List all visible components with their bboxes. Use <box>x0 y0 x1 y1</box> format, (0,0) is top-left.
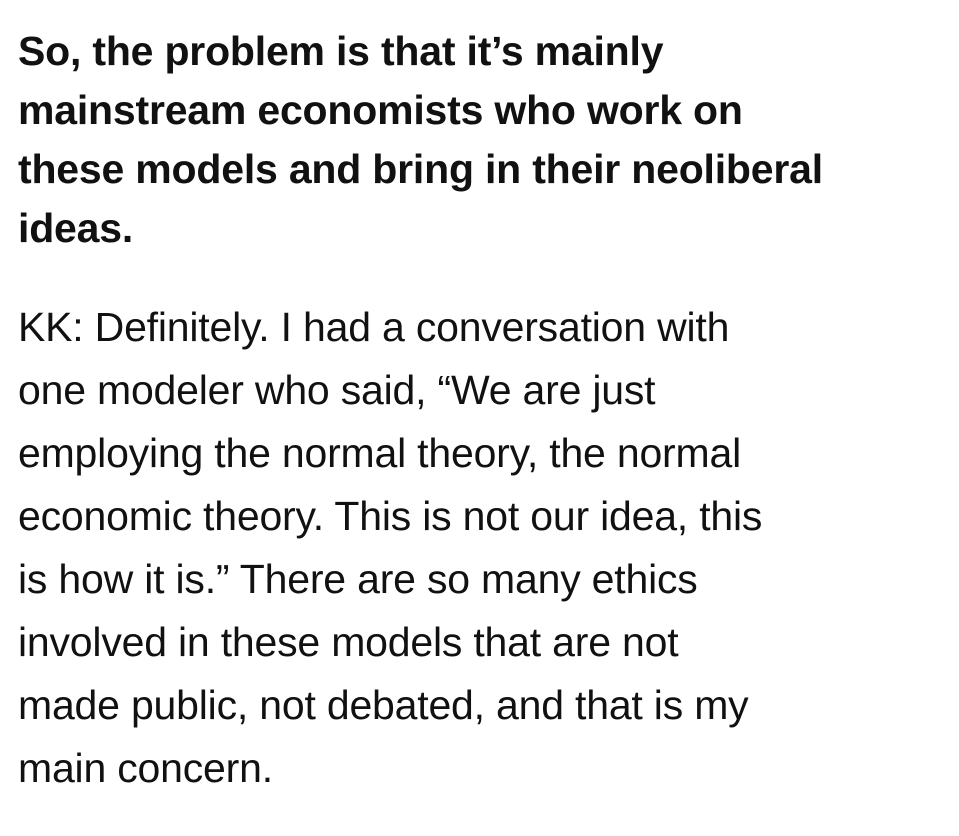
interviewee-answer: KK: Definitely. I had a conversation wit… <box>18 296 948 800</box>
question-line: So, the problem is that it’s mainly <box>18 28 664 74</box>
answer-line: economic theory. This is not our idea, t… <box>18 493 763 539</box>
answer-line: made public, not debated, and that is my <box>18 682 749 728</box>
answer-line: one modeler who said, “We are just <box>18 367 656 413</box>
interviewer-question: So, the problem is that it’s mainly main… <box>18 22 948 258</box>
answer-line: KK: Definitely. I had a conversation wit… <box>18 304 730 350</box>
answer-line: is how it is.” There are so many ethics <box>18 556 698 602</box>
question-line: ideas. <box>18 205 134 251</box>
answer-line: main concern. <box>18 745 273 791</box>
question-line: these models and bring in their neoliber… <box>18 146 823 192</box>
answer-line: employing the normal theory, the normal <box>18 430 741 476</box>
question-line: mainstream economists who work on <box>18 87 743 133</box>
answer-line: involved in these models that are not <box>18 619 679 665</box>
interview-excerpt: So, the problem is that it’s mainly main… <box>18 22 948 800</box>
